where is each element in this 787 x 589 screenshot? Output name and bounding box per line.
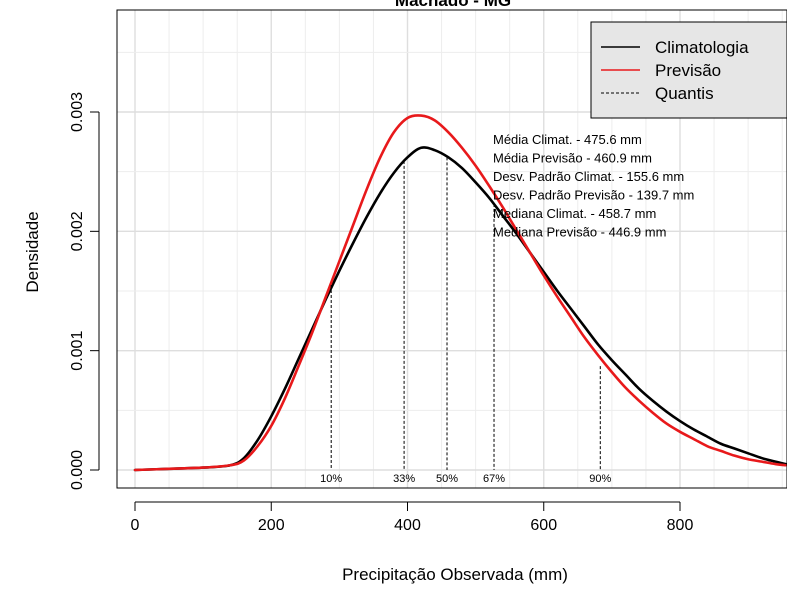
series-line-climatologia — [133, 146, 787, 472]
x-axis-title: Precipitação Observada (mm) — [342, 565, 568, 584]
legend: Climatologia Previsão Quantis — [590, 21, 787, 119]
x-tick-label: 800 — [667, 517, 694, 534]
x-tick-label: 600 — [530, 517, 557, 534]
x-tick-label: 400 — [394, 517, 421, 534]
statistics-annotations: Média Climat. - 475.6 mm Média Previsão -… — [493, 132, 694, 240]
quantile-label: 33% — [393, 473, 415, 485]
series-line-previsao — [133, 114, 787, 472]
legend-label: Climatologia — [655, 38, 749, 57]
quantile-label: 10% — [320, 473, 342, 485]
y-axis-title: Densidade — [23, 211, 42, 292]
grid-lines — [117, 10, 787, 488]
y-tick-label: 0.002 — [69, 211, 86, 251]
y-tick-label: 0.001 — [69, 331, 86, 371]
x-tick-label: 200 — [258, 517, 285, 534]
axes: 0 200 400 600 800 0.000 0.001 0.002 0.003 — [69, 92, 693, 534]
statistics-annotation-line: Média Climat. - 475.6 mm — [493, 132, 642, 147]
plot-area-border — [116, 9, 787, 489]
x-tick-label: 0 — [131, 517, 140, 534]
chart-title: Machado - MG — [395, 0, 511, 10]
statistics-annotation-line: Mediana Previsão - 446.9 mm — [493, 225, 666, 240]
quantile-label: 67% — [483, 473, 505, 485]
legend-label: Previsão — [655, 61, 721, 80]
y-tick-label: 0.000 — [69, 450, 86, 490]
quantile-lines: 10% 33% 50% 67% 90% — [320, 157, 612, 485]
statistics-annotation-line: Mediana Climat. - 458.7 mm — [493, 206, 656, 221]
legend-label: Quantis — [655, 84, 714, 103]
statistics-annotation-line: Desv. Padrão Previsão - 139.7 mm — [493, 188, 694, 203]
quantile-label: 50% — [436, 473, 458, 485]
series-lines — [133, 114, 787, 472]
y-tick-label: 0.003 — [69, 92, 86, 132]
quantile-label: 90% — [589, 473, 611, 485]
statistics-annotation-line: Desv. Padrão Climat. - 155.6 mm — [493, 169, 684, 184]
statistics-annotation-line: Média Previsão - 460.9 mm — [493, 151, 652, 166]
